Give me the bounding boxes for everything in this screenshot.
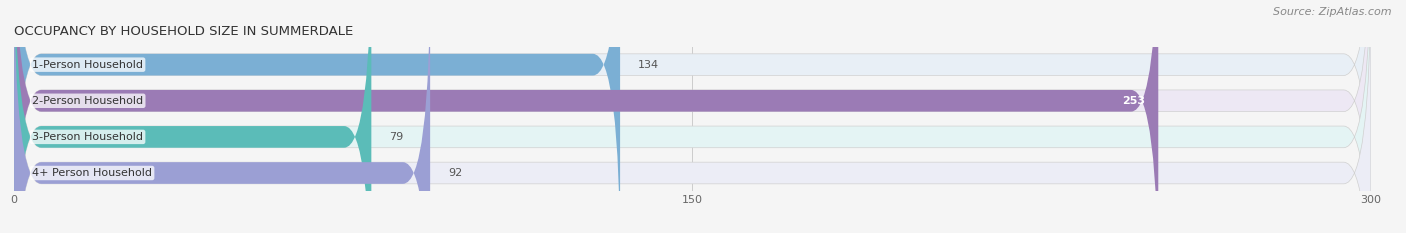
FancyBboxPatch shape xyxy=(14,0,1371,233)
FancyBboxPatch shape xyxy=(14,0,620,233)
FancyBboxPatch shape xyxy=(14,0,430,233)
Text: 4+ Person Household: 4+ Person Household xyxy=(32,168,152,178)
Text: 79: 79 xyxy=(389,132,404,142)
FancyBboxPatch shape xyxy=(14,0,1159,233)
Text: 2-Person Household: 2-Person Household xyxy=(32,96,143,106)
FancyBboxPatch shape xyxy=(14,0,1371,233)
Text: 3-Person Household: 3-Person Household xyxy=(32,132,143,142)
Text: OCCUPANCY BY HOUSEHOLD SIZE IN SUMMERDALE: OCCUPANCY BY HOUSEHOLD SIZE IN SUMMERDAL… xyxy=(14,25,353,38)
FancyBboxPatch shape xyxy=(14,0,371,233)
FancyBboxPatch shape xyxy=(14,0,1371,233)
Text: Source: ZipAtlas.com: Source: ZipAtlas.com xyxy=(1274,7,1392,17)
Text: 253: 253 xyxy=(1122,96,1144,106)
Text: 134: 134 xyxy=(638,60,659,70)
Text: 1-Person Household: 1-Person Household xyxy=(32,60,143,70)
FancyBboxPatch shape xyxy=(14,0,1371,233)
Text: 92: 92 xyxy=(449,168,463,178)
